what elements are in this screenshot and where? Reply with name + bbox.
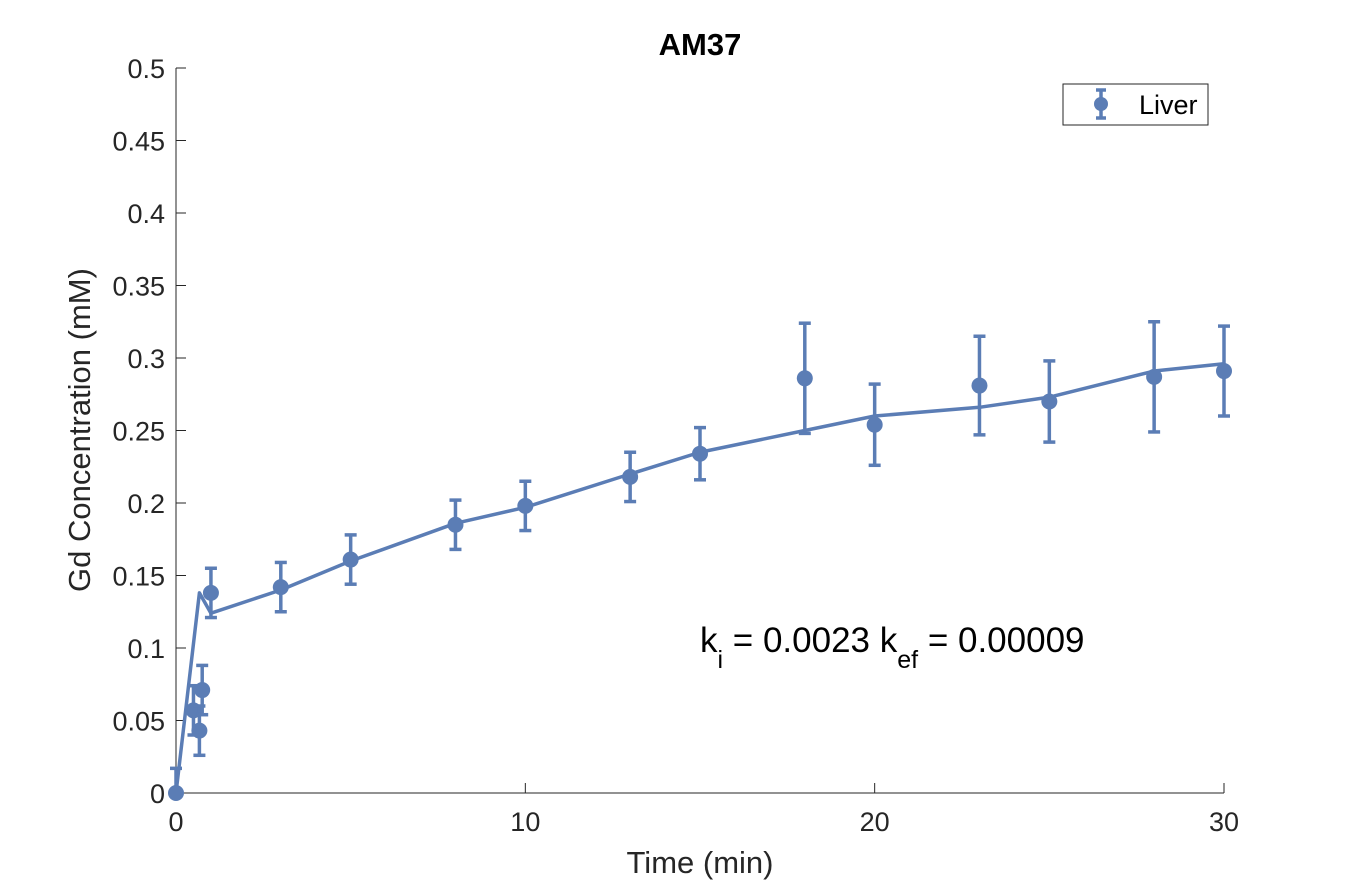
point-marker — [194, 682, 211, 699]
x-tick-label: 30 — [1209, 807, 1239, 837]
data-point — [1216, 324, 1232, 418]
y-tick-label: 0.2 — [127, 489, 165, 519]
ki-symbol: k — [700, 621, 718, 660]
point-marker — [1146, 368, 1163, 385]
point-marker — [692, 445, 708, 462]
data-points — [168, 320, 1232, 801]
x-tick-label: 20 — [860, 807, 890, 837]
y-tick-label: 0.3 — [127, 344, 165, 374]
kef-subscript: ef — [897, 646, 918, 674]
data-point — [692, 425, 708, 482]
point-marker — [202, 584, 219, 601]
y-tick-label: 0.45 — [112, 127, 165, 157]
data-point — [971, 334, 988, 437]
data-point — [191, 704, 208, 758]
y-axis-label: Gd Concentration (mM) — [62, 268, 97, 592]
legend-label-liver: Liver — [1139, 90, 1198, 120]
x-tick-label: 0 — [168, 807, 183, 837]
x-axis-label: Time (min) — [627, 845, 774, 880]
data-point — [1146, 320, 1163, 434]
y-tick-label: 0.25 — [112, 417, 165, 447]
point-marker — [272, 579, 289, 596]
data-point — [447, 498, 464, 552]
data-point — [194, 663, 211, 717]
point-marker — [622, 468, 639, 485]
y-tick-label: 0 — [150, 779, 165, 809]
y-tick-label: 0.15 — [112, 562, 165, 592]
data-point — [866, 382, 883, 468]
chart-title: AM37 — [659, 27, 742, 62]
ki-subscript: i — [718, 646, 724, 674]
y-tick-label: 0.5 — [127, 54, 165, 84]
y-tick-label: 0.35 — [112, 272, 165, 302]
kef-symbol: k — [880, 621, 898, 660]
y-tick-label: 0.1 — [127, 634, 165, 664]
point-marker — [447, 516, 464, 533]
data-point — [272, 560, 289, 614]
point-marker — [168, 785, 184, 801]
data-point — [342, 533, 359, 586]
legend-point-marker — [1094, 97, 1108, 111]
point-marker — [342, 551, 359, 568]
point-marker — [191, 722, 208, 739]
legend-marker-liver — [1094, 88, 1108, 120]
data-point — [622, 450, 639, 504]
point-marker — [517, 497, 534, 514]
point-marker — [866, 416, 883, 433]
y-tick-label: 0.05 — [112, 707, 165, 737]
legend-box — [1062, 83, 1209, 126]
point-marker — [1041, 393, 1058, 410]
ki-value: = 0.0023 — [723, 621, 880, 660]
x-tick-label: 10 — [510, 807, 540, 837]
data-point — [796, 321, 813, 436]
kef-value: = 0.00009 — [918, 621, 1084, 660]
point-marker — [796, 370, 813, 387]
point-marker — [971, 377, 988, 394]
y-ticks: 0 0.05 0.1 0.15 0.2 0.25 0.3 0.35 0.4 0.45 0.5 — [112, 54, 186, 809]
data-point — [517, 479, 534, 533]
data-point — [168, 766, 184, 801]
x-ticks: 0 10 20 30 — [168, 783, 1239, 837]
y-tick-label: 0.4 — [127, 199, 165, 229]
data-point — [1041, 359, 1058, 444]
data-point — [202, 566, 219, 620]
point-marker — [1216, 363, 1232, 380]
legend: Liver — [1062, 83, 1209, 126]
rate-constants-annotation: ki = 0.0023 kef = 0.00009 — [700, 621, 1085, 674]
